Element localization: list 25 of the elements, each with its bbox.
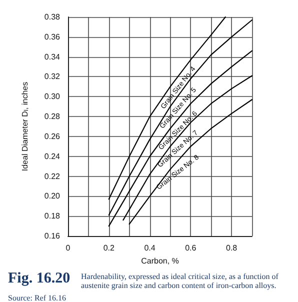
y-tick-label: 0.16	[44, 232, 61, 240]
y-tick-label: 0.24	[44, 152, 61, 161]
line-series	[108, 16, 226, 200]
x-tick-label: 0	[66, 244, 71, 252]
y-tick-label: 0.18	[44, 212, 61, 221]
y-tick-label: 0.20	[44, 192, 61, 201]
source-note: Source: Ref 16.16	[8, 294, 66, 302]
line-series	[122, 75, 253, 221]
y-tick-label: 0.34	[44, 52, 61, 62]
y-tick-label: 0.36	[44, 32, 61, 42]
y-tick-label: 0.28	[44, 112, 61, 122]
line-series	[108, 50, 253, 227]
y-tick-label: 0.38	[44, 12, 61, 22]
x-tick-label: 0.8	[226, 244, 238, 252]
text: Fig. 16.20	[8, 270, 70, 286]
line-series	[108, 19, 253, 216]
x-tick-label: 0.2	[103, 244, 115, 252]
x-tick-label: 0.6	[185, 244, 197, 252]
x-axis-title: Carbon, %	[141, 256, 179, 266]
y-tick-label: 0.32	[44, 72, 61, 82]
y-tick-label: 0.22	[44, 172, 61, 181]
x-tick-label: 0.4	[144, 244, 156, 252]
text: Hardenability, expressed as ideal critical size, as a function of austenite grain size and carbon content of iron-carbon alloys.	[81, 272, 280, 290]
y-tick-label: 0.30	[44, 92, 61, 102]
y-tick-label: 0.26	[44, 132, 61, 141]
